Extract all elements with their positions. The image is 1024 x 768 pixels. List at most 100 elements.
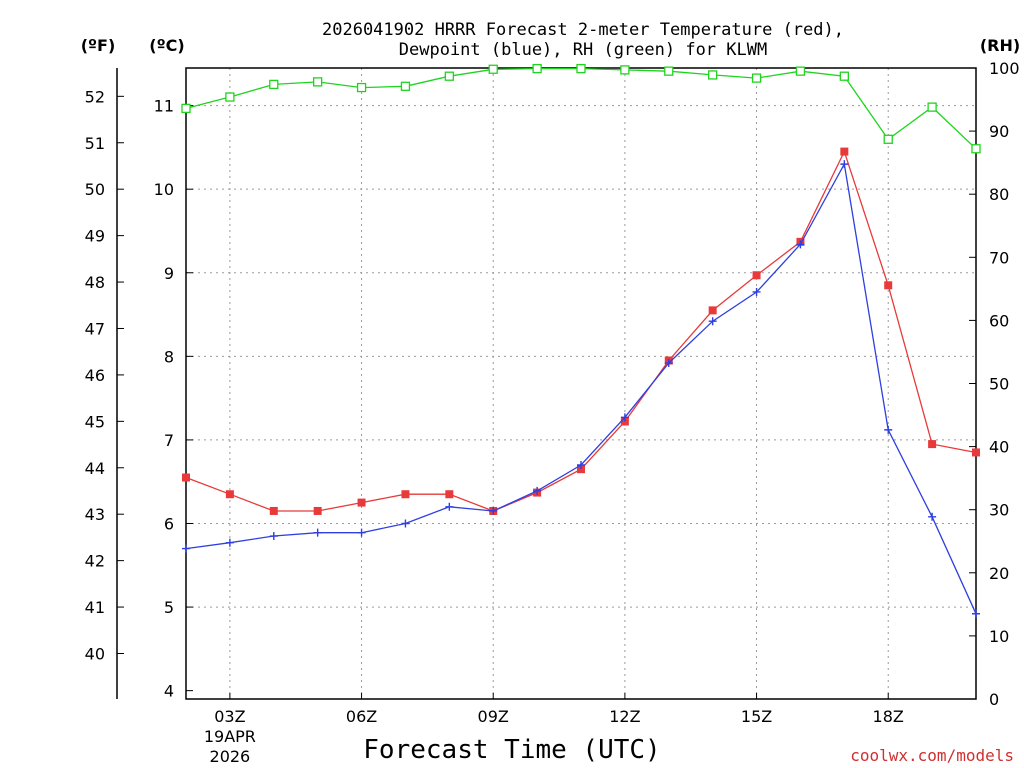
x-tick-label-18Z: 18Z — [873, 707, 904, 726]
rh-point-16 — [795, 66, 806, 76]
temperature-point-18 — [884, 281, 893, 290]
rh-point-4 — [269, 79, 279, 90]
dewpoint-line — [185, 162, 977, 615]
rh-tick-label-0: 0 — [989, 690, 999, 709]
fahrenheit-tick-label-50: 50 — [85, 180, 105, 199]
chart-title-line-2: Dewpoint (blue), RH (green) for KLWM — [399, 40, 767, 60]
rh-point-18 — [883, 134, 893, 144]
fahrenheit-tick-label-42: 42 — [85, 552, 105, 571]
rh-tick-label-10: 10 — [989, 627, 1009, 646]
rh-tick-label-20: 20 — [989, 564, 1009, 583]
temperature-point-4 — [269, 506, 278, 515]
fahrenheit-tick-label-47: 47 — [85, 319, 105, 338]
rh-tick-label-70: 70 — [989, 248, 1009, 267]
x-tick-label-12Z: 12Z — [609, 707, 640, 726]
fahrenheit-tick-label-41: 41 — [85, 598, 105, 617]
x-axis-title: Forecast Time (UTC) — [363, 735, 660, 765]
fahrenheit-tick-label-44: 44 — [85, 459, 105, 478]
dewpoint-point-8 — [445, 502, 454, 511]
fahrenheit-tick-label-46: 46 — [85, 366, 105, 385]
fahrenheit-tick-label-45: 45 — [85, 412, 105, 431]
dewpoint-point-7 — [401, 519, 410, 528]
dewpoint-point-20 — [972, 609, 980, 618]
temperature-point-12 — [620, 417, 629, 426]
celsius-tick-label-10: 10 — [154, 180, 174, 199]
fahrenheit-tick-label-49: 49 — [85, 227, 105, 246]
dewpoint-point-9 — [489, 506, 498, 515]
temperature-point-6 — [357, 498, 366, 507]
chart-title-line-1: 2026041902 HRRR Forecast 2-meter Tempera… — [322, 20, 844, 40]
x-tick-label-06Z: 06Z — [346, 707, 377, 726]
x-tick-year-label: 2026 — [210, 747, 251, 766]
data-series — [181, 63, 981, 618]
rh-tick-label-100: 100 — [989, 59, 1020, 78]
dewpoint-point-3 — [225, 538, 234, 547]
dewpoint-point-2 — [182, 544, 190, 553]
dewpoint-point-5 — [313, 528, 322, 537]
dewpoint-point-10 — [533, 486, 542, 495]
temperature-point-7 — [401, 490, 410, 499]
grid-lines — [186, 68, 976, 699]
x-tick-date-label: 19APR — [204, 727, 256, 746]
x-tick-label-15Z: 15Z — [741, 707, 772, 726]
fahrenheit-unit-label: (ºF) — [81, 36, 116, 55]
axes — [116, 67, 977, 700]
rh-point-9 — [488, 64, 498, 74]
rh-point-19 — [927, 102, 937, 112]
temperature-point-15 — [752, 271, 761, 280]
dewpoint-point-13 — [664, 359, 673, 368]
rh-tick-label-90: 90 — [989, 122, 1009, 141]
temperature-point-14 — [708, 306, 717, 315]
rh-point-10 — [532, 63, 542, 74]
dewpoint-point-4 — [269, 532, 278, 541]
plot-frame — [185, 67, 977, 700]
rh-tick-label-50: 50 — [989, 375, 1009, 394]
rh-point-17 — [839, 71, 849, 81]
rh-point-12 — [620, 65, 630, 75]
dewpoint-point-12 — [620, 413, 629, 422]
temperature-point-11 — [577, 465, 585, 474]
rh-point-14 — [708, 70, 718, 80]
credit-link[interactable]: coolwx.com/models — [850, 746, 1014, 765]
celsius-tick-label-5: 5 — [164, 598, 174, 617]
dewpoint-point-11 — [577, 460, 585, 469]
celsius-unit-label: (ºC) — [149, 36, 184, 55]
dewpoint-point-18 — [884, 425, 893, 434]
dewpoint-point-16 — [796, 240, 805, 249]
rh-point-3 — [225, 92, 235, 102]
rh-tick-label-30: 30 — [989, 501, 1009, 520]
rh-point-2 — [181, 103, 191, 114]
rh-point-6 — [356, 82, 367, 93]
rh-point-13 — [664, 66, 674, 76]
fahrenheit-tick-label-43: 43 — [85, 505, 105, 524]
fahrenheit-tick-label-52: 52 — [85, 87, 105, 106]
celsius-tick-label-4: 4 — [164, 682, 174, 701]
temperature-line — [185, 149, 977, 512]
temperature-point-8 — [445, 490, 454, 499]
rh-point-11 — [576, 63, 586, 74]
dewpoint-point-6 — [357, 528, 366, 537]
rh-tick-label-80: 80 — [989, 185, 1009, 204]
celsius-tick-label-11: 11 — [154, 97, 174, 116]
temperature-point-3 — [225, 490, 234, 499]
dewpoint-point-19 — [928, 512, 937, 521]
dewpoint-point-14 — [708, 317, 717, 326]
rh-point-5 — [313, 77, 323, 87]
x-tick-label-09Z: 09Z — [478, 707, 509, 726]
celsius-tick-label-7: 7 — [164, 431, 174, 450]
temperature-point-5 — [313, 506, 322, 515]
celsius-tick-label-8: 8 — [164, 347, 174, 366]
temperature-point-19 — [928, 440, 937, 449]
celsius-tick-label-6: 6 — [164, 514, 174, 533]
fahrenheit-tick-label-48: 48 — [85, 273, 105, 292]
rh-point-8 — [444, 71, 454, 81]
temperature-point-17 — [840, 147, 849, 156]
rh-unit-label: (RH) — [980, 36, 1020, 55]
x-tick-label-03Z: 03Z — [214, 707, 245, 726]
rh-point-7 — [400, 81, 411, 91]
rh-point-20 — [971, 144, 981, 154]
dewpoint-point-17 — [840, 160, 849, 169]
fahrenheit-tick-label-40: 40 — [85, 644, 105, 663]
fahrenheit-tick-label-51: 51 — [85, 134, 105, 153]
